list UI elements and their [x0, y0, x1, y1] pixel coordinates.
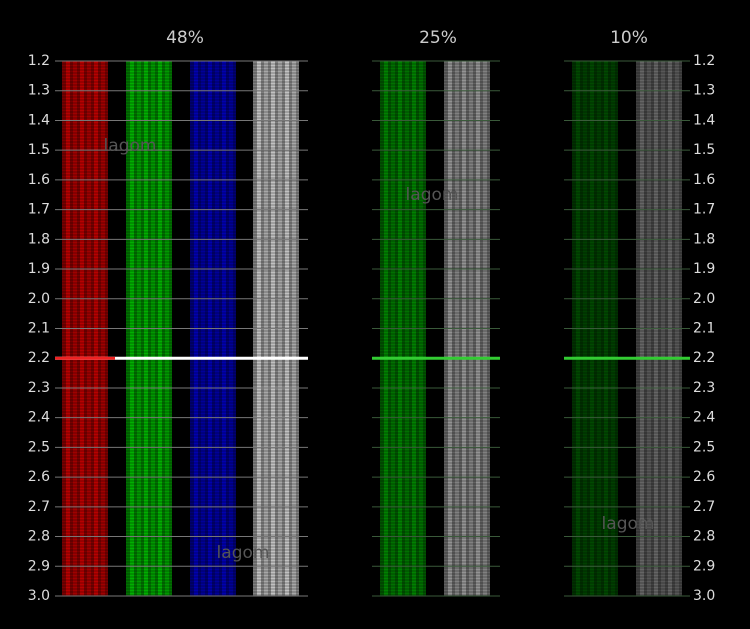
watermark: lagom [217, 543, 270, 563]
scale-label: 1.3 [693, 83, 715, 99]
scale-label: 2.7 [28, 499, 50, 515]
scale-label: 2.7 [693, 499, 715, 515]
scale-label: 1.5 [693, 142, 715, 158]
scale-label: 2.5 [28, 439, 50, 455]
scale-label: 2.8 [693, 529, 715, 545]
scale-label: 2.4 [693, 410, 715, 426]
scale-label: 2.2 [28, 350, 50, 366]
scale-label: 1.9 [693, 261, 715, 277]
scale-label: 2.3 [28, 380, 50, 396]
watermark: lagom [104, 136, 157, 156]
scale-label: 2.6 [693, 469, 715, 485]
scale-label: 2.3 [693, 380, 715, 396]
scale-label: 2.8 [28, 529, 50, 545]
scale-label: 2.5 [693, 439, 715, 455]
scale-label: 1.6 [693, 172, 715, 188]
header: 25% [419, 28, 457, 48]
scale-label: 2.2 [693, 350, 715, 366]
scale-label: 1.9 [28, 261, 50, 277]
scale-label: 1.4 [693, 112, 715, 128]
scale-label: 2.9 [28, 558, 50, 574]
watermark: lagom [406, 185, 459, 205]
scale-label: 1.2 [693, 53, 715, 69]
scale-label: 1.4 [28, 112, 50, 128]
scale-label: 1.2 [28, 53, 50, 69]
watermark: lagom [602, 514, 655, 534]
scale-label: 2.1 [28, 321, 50, 337]
scale-label: 2.6 [28, 469, 50, 485]
ticks [55, 60, 690, 597]
header: 10% [610, 28, 648, 48]
scale-label: 2.1 [693, 321, 715, 337]
scale-label: 1.8 [693, 231, 715, 247]
scale-label: 2.4 [28, 410, 50, 426]
scale-label: 2.0 [28, 291, 50, 307]
scale-label: 2.0 [693, 291, 715, 307]
header: 48% [166, 28, 204, 48]
scale-label: 1.6 [28, 172, 50, 188]
scale-label: 3.0 [28, 588, 50, 604]
scale-label: 1.5 [28, 142, 50, 158]
scale-label: 1.7 [28, 202, 50, 218]
scale-labels: 1.2 1.2 1.3 1.3 1.4 1.4 1.5 1.5 1.6 1.6 1.7 1.7 1.8 1… [28, 53, 716, 604]
scale-label: 1.8 [28, 231, 50, 247]
scale-label: 1.3 [28, 83, 50, 99]
scale-label: 1.7 [693, 202, 715, 218]
scale-label: 2.9 [693, 558, 715, 574]
scale-label: 3.0 [693, 588, 715, 604]
